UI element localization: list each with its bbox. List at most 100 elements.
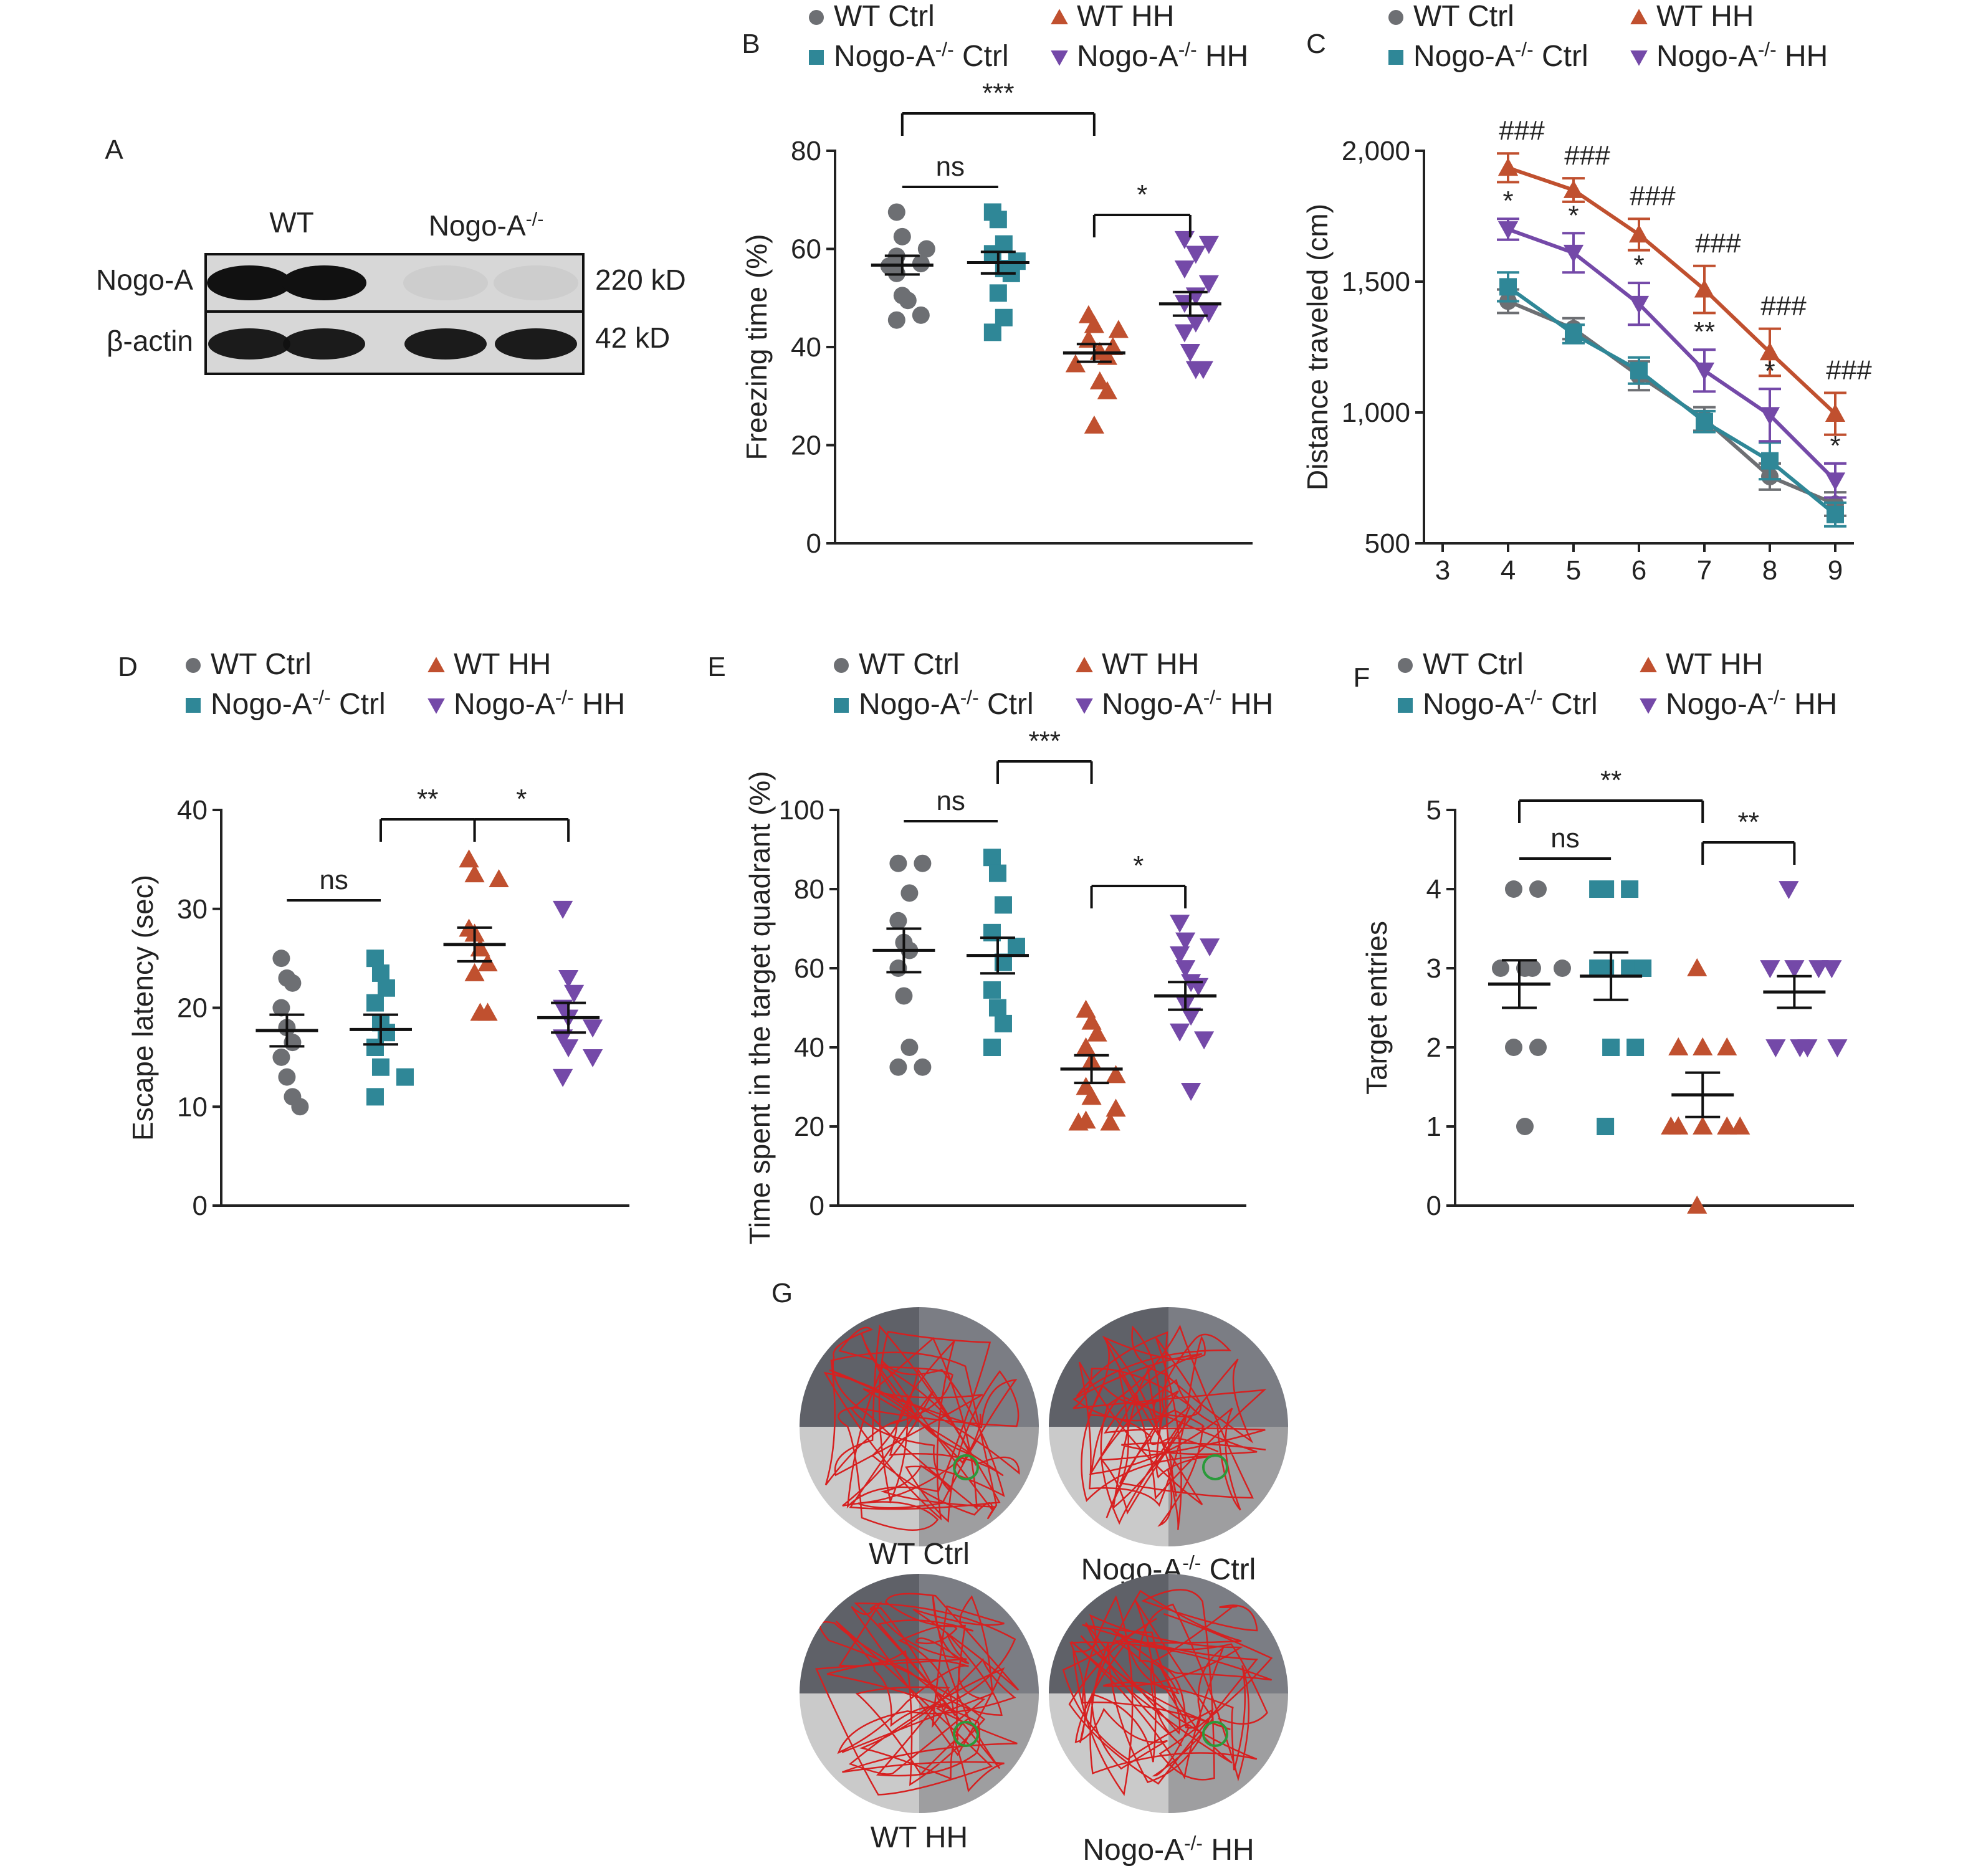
- legend-label-sup: -/-: [1515, 38, 1534, 60]
- data-point: [1553, 959, 1571, 977]
- legend-marker: [186, 658, 201, 673]
- data-point: [1687, 958, 1707, 976]
- data-point: [1687, 1195, 1707, 1214]
- star-annotation: *: [1633, 250, 1644, 280]
- data-point: [1784, 960, 1805, 979]
- data-point: [914, 1058, 932, 1076]
- significance-annotation: **: [1701, 807, 1796, 865]
- data-point: [1628, 224, 1650, 243]
- legend-label-part: HH: [1222, 688, 1274, 721]
- blot-column-label: Nogo-A-/-: [429, 209, 544, 242]
- data-point: [989, 211, 1007, 229]
- legend-label: WT Ctrl: [834, 0, 935, 33]
- group-wt-ctrl: [256, 950, 318, 1116]
- data-point: [553, 1029, 573, 1048]
- y-tick-label: 40: [791, 332, 821, 363]
- significance-annotation: ns: [904, 786, 998, 822]
- y-tick-label: 0: [810, 1191, 824, 1221]
- legend-item: WT HH: [1051, 0, 1174, 33]
- data-point: [899, 292, 917, 310]
- legend-label-sup: -/-: [935, 38, 954, 60]
- data-point: [1661, 1116, 1681, 1135]
- quadrant-ne: [919, 1307, 1039, 1427]
- panel-label: F: [1354, 662, 1370, 693]
- hash-annotation: ###: [1826, 355, 1872, 386]
- legend-label-sup: -/-: [1767, 686, 1786, 708]
- y-axis-label: Time spent in the target quadrant (%): [743, 771, 776, 1244]
- panel-label: C: [1306, 29, 1326, 59]
- blot-column-label: WT: [269, 206, 314, 239]
- group-wt-hh: [1661, 958, 1750, 1214]
- legend-item: WT HH: [1076, 648, 1199, 681]
- data-point: [1717, 1037, 1737, 1055]
- data-point: [1825, 404, 1846, 422]
- data-point: [1007, 938, 1025, 956]
- data-point: [377, 979, 395, 997]
- legend-marker: [809, 50, 824, 65]
- data-point: [994, 1014, 1012, 1032]
- star-annotation: **: [1694, 317, 1715, 347]
- legend-label: Nogo-A-/- Ctrl: [1423, 686, 1598, 721]
- data-point: [1761, 452, 1779, 470]
- legend-marker: [1051, 9, 1068, 25]
- group-nogo-a-hh: [1154, 915, 1220, 1101]
- maze-plot: Nogo-A-/- HH: [1049, 1574, 1288, 1867]
- y-tick-label: 1,000: [1342, 398, 1410, 428]
- legend-label: WT HH: [1656, 0, 1754, 33]
- panel-label: B: [742, 29, 760, 59]
- legend-item: Nogo-A-/- Ctrl: [809, 38, 1009, 73]
- legend-label-part: Ctrl: [954, 40, 1009, 73]
- data-point: [988, 864, 1006, 882]
- legend-item: Nogo-A-/- Ctrl: [186, 686, 386, 721]
- blot-band: [495, 328, 577, 359]
- significance-annotation: **: [379, 784, 476, 842]
- legend-marker: [1640, 698, 1657, 714]
- data-point: [983, 981, 1001, 999]
- data-point: [1529, 1039, 1547, 1056]
- data-point: [983, 1039, 1001, 1056]
- data-point: [1198, 304, 1219, 323]
- data-point: [1108, 320, 1129, 338]
- data-point: [366, 950, 384, 968]
- group-nogo-a-hh: [1158, 231, 1221, 379]
- panel-label: E: [707, 652, 725, 682]
- significance-annotation: *: [473, 784, 570, 842]
- data-point: [1634, 959, 1652, 977]
- legend-label-sup: -/-: [1178, 38, 1197, 60]
- legend-item: Nogo-A-/- HH: [1630, 38, 1828, 73]
- legend-label-sup: -/-: [312, 686, 331, 708]
- blot-row-label: β-actin: [107, 325, 193, 357]
- legend-label-part: Nogo-A: [1102, 688, 1203, 721]
- legend-marker: [1051, 50, 1068, 66]
- legend-item: WT Ctrl: [809, 0, 935, 33]
- data-point: [1825, 472, 1846, 491]
- legend-label: Nogo-A-/- Ctrl: [859, 686, 1034, 721]
- data-point: [272, 1048, 290, 1066]
- data-point: [1563, 244, 1584, 263]
- data-point: [459, 849, 479, 868]
- swim-track: [1062, 1589, 1273, 1796]
- y-axis-label: Escape latency (sec): [127, 875, 159, 1141]
- legend-label-part: Ctrl: [331, 688, 386, 721]
- legend-label: Nogo-A-/- HH: [1656, 38, 1828, 73]
- y-axis-label: Distance traveled (cm): [1301, 204, 1334, 490]
- legend-label: WT Ctrl: [1423, 648, 1524, 681]
- swim-track: [823, 1325, 1020, 1531]
- legend-label-part: Nogo-A: [1077, 40, 1178, 73]
- significance-annotation: ns: [1519, 823, 1612, 860]
- legend-marker: [1076, 657, 1093, 673]
- data-point: [1693, 1037, 1713, 1055]
- group-nogo-a-ctrl: [349, 950, 414, 1106]
- data-point: [1084, 315, 1104, 333]
- data-point: [366, 994, 384, 1012]
- legend-label-sup: -/-: [555, 686, 574, 708]
- hash-annotation: ###: [1695, 228, 1741, 259]
- legend-label-part: Nogo-A: [211, 688, 312, 721]
- blot-band: [283, 328, 365, 359]
- legend-label: WT HH: [454, 648, 551, 681]
- significance-annotation: ***: [900, 78, 1096, 136]
- data-point: [477, 1002, 498, 1021]
- data-point: [464, 864, 485, 883]
